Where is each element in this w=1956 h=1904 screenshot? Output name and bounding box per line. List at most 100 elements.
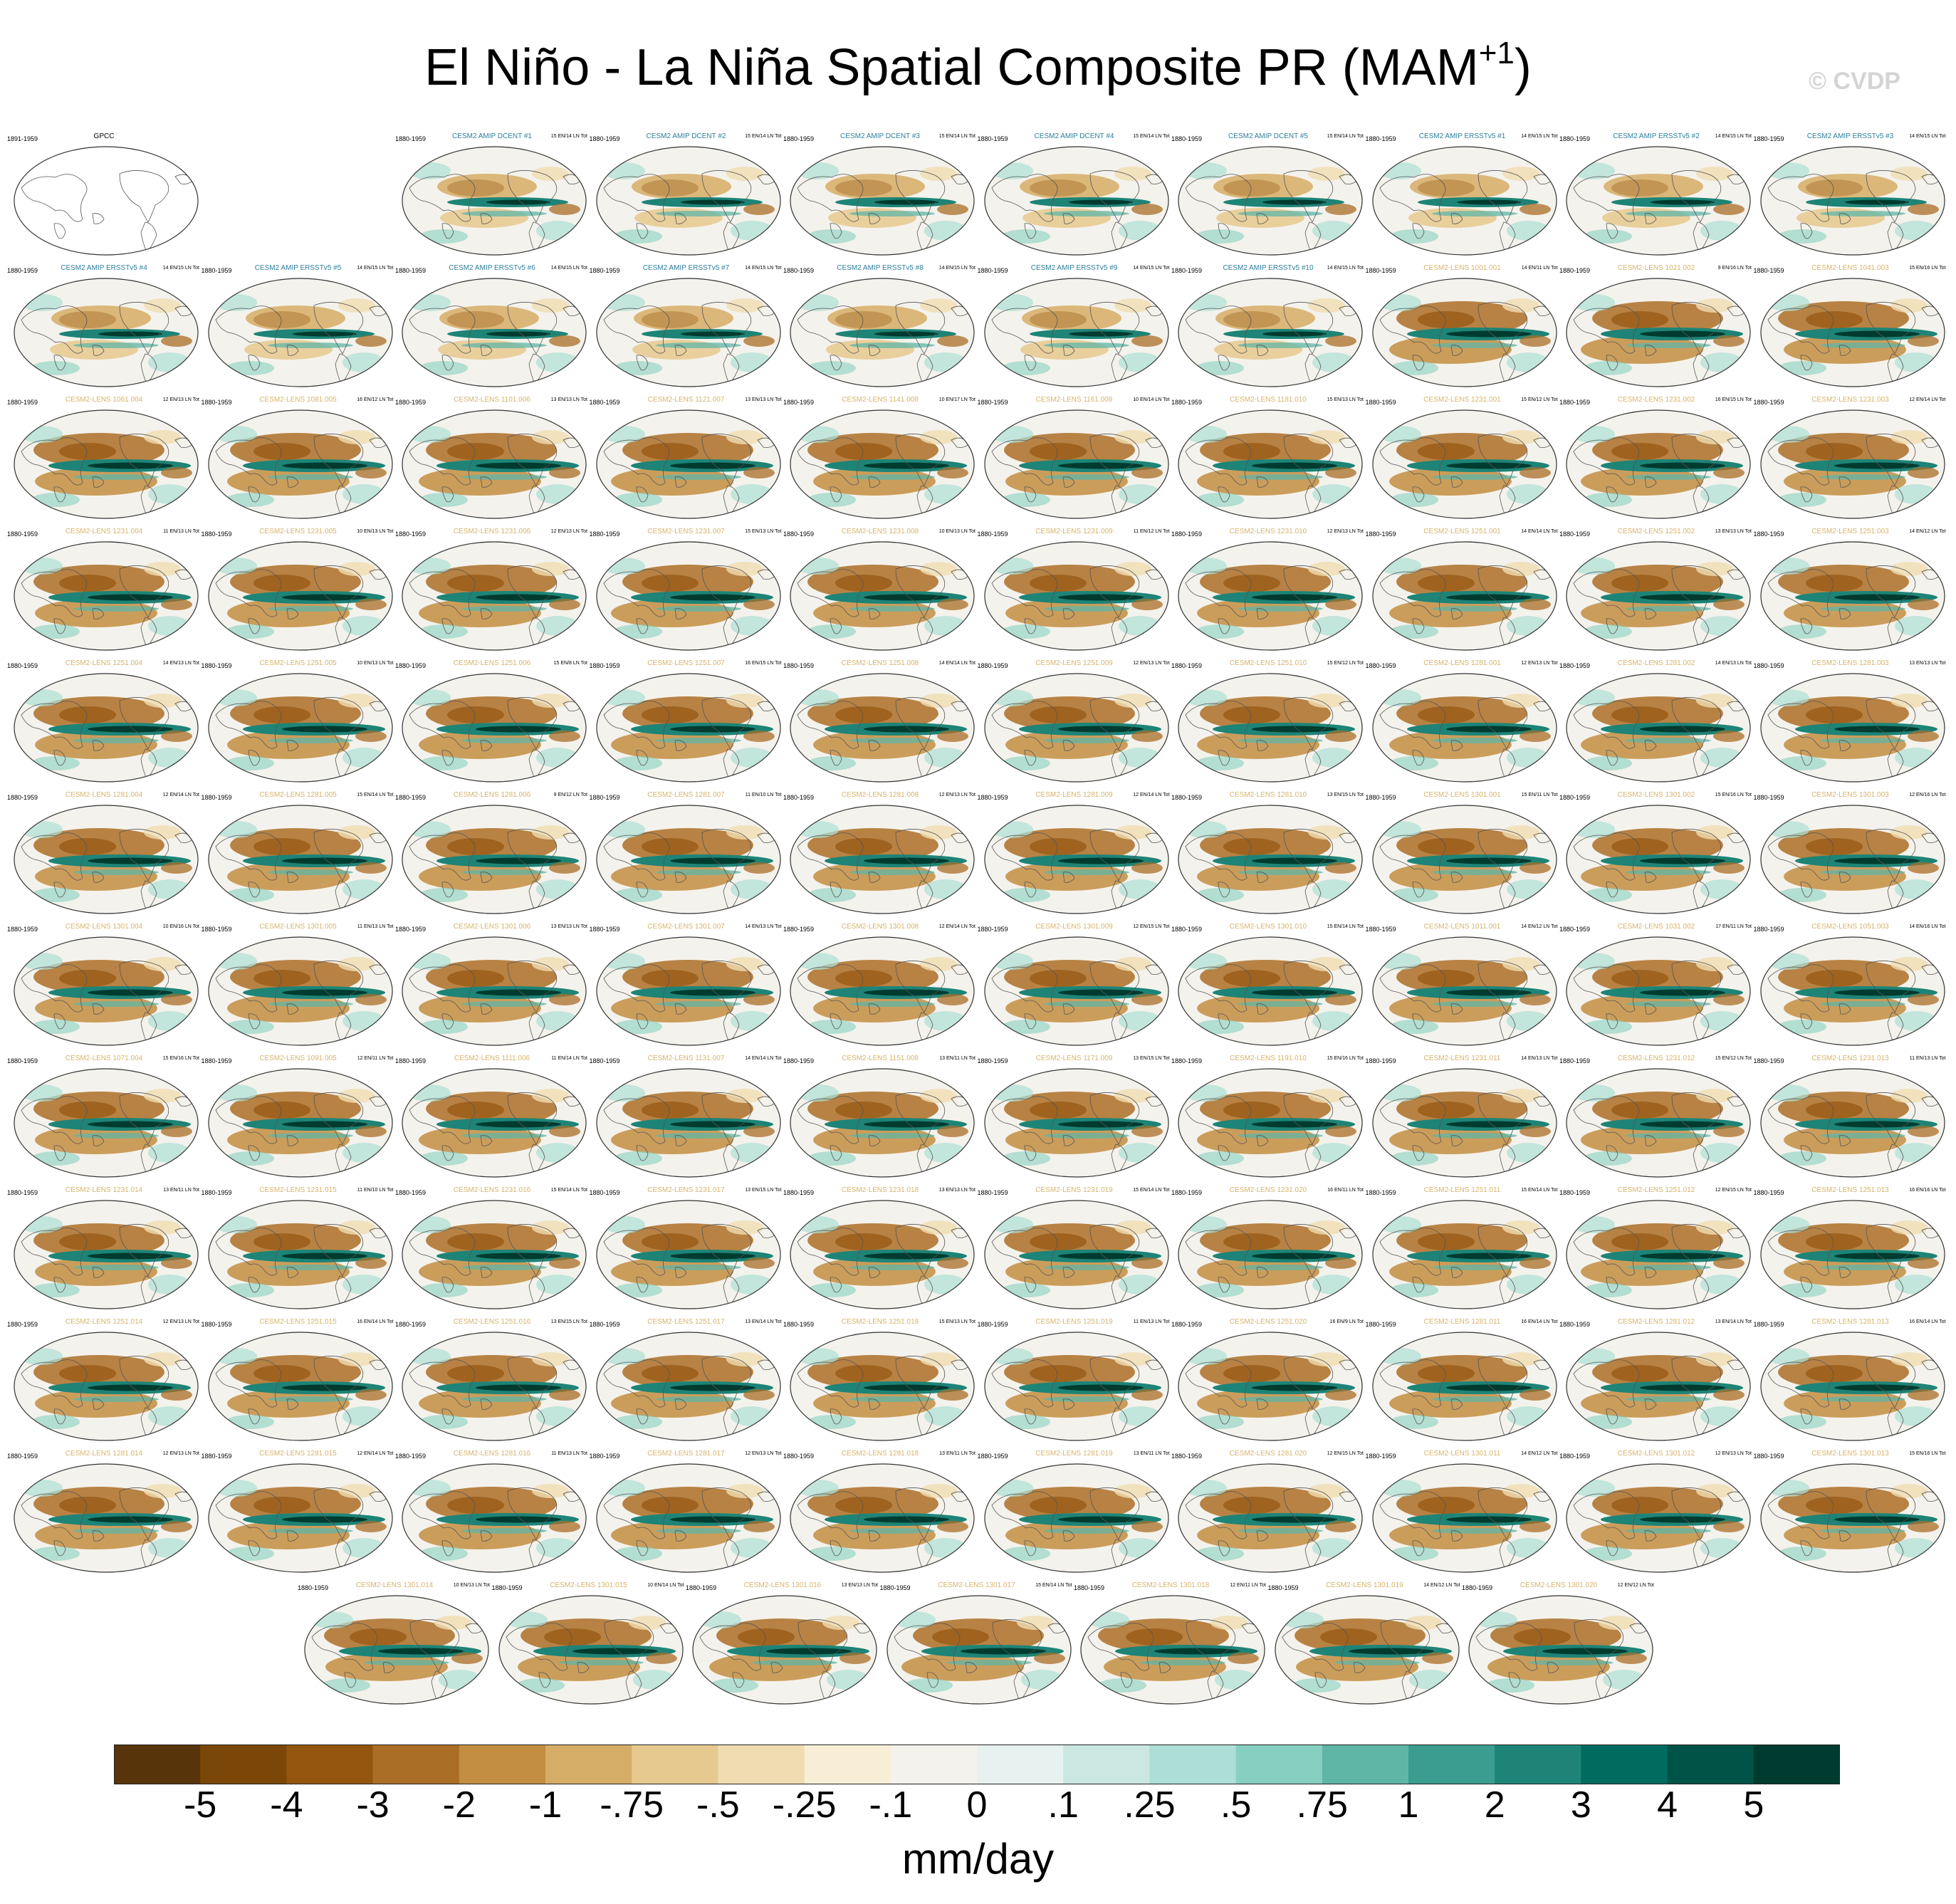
coastline [603, 832, 669, 881]
coastline [1866, 829, 1915, 882]
coastline [916, 1407, 933, 1438]
map-outline [1566, 409, 1751, 519]
panel-period: 1880-1959 [1365, 926, 1396, 933]
panel-title: CESM2-LENS 1251.004 [65, 659, 143, 667]
panel-title: CESM2-LENS 1051.003 [1811, 923, 1889, 931]
dry-anomaly-patch [1114, 694, 1151, 708]
wet-equatorial-core [1252, 857, 1337, 864]
panel-title: CESM2-LENS 1091.005 [259, 1055, 337, 1062]
map-panel: 1880-1959 CESM2-LENS 1281.017 12 EN/13 LN … [590, 1450, 783, 1575]
coastline [723, 748, 739, 780]
panel-period: 1880-1959 [1753, 1321, 1784, 1328]
coastline [797, 1096, 864, 1144]
wet-equatorial-core [281, 1252, 367, 1260]
map-outline [790, 146, 975, 256]
panel-period: 1880-1959 [1171, 267, 1203, 274]
wet-spcz [1819, 211, 1905, 216]
map-outline [1566, 1200, 1751, 1309]
map-panel: 1880-1959 CESM2-LENS 1231.001 15 EN/12 LN … [1366, 396, 1559, 521]
panel-event-counts: 15 EN/12 LN Tot [1327, 661, 1364, 666]
dry-anomaly-atlantic [355, 467, 387, 478]
panel-event-counts: 13 EN/15 LN Tot [550, 1319, 587, 1324]
dry-anomaly-patch [338, 1484, 375, 1498]
map-panel: 1880-1959 CESM2-LENS 1301.011 14 EN/12 LN … [1366, 1450, 1559, 1575]
dry-anomaly-south [35, 599, 157, 627]
wet-equatorial-core [669, 989, 755, 996]
coastline [797, 1359, 864, 1408]
coastline [1800, 1408, 1812, 1425]
coastline [1839, 608, 1851, 619]
coastline [1606, 486, 1618, 503]
wet-spcz [267, 1133, 353, 1139]
dry-anomaly-atlantic [549, 335, 580, 347]
coastline [1866, 697, 1915, 750]
map-field [208, 1332, 392, 1440]
coastline [1024, 882, 1036, 898]
coastline [1800, 1540, 1812, 1557]
wet-equatorial-core [281, 726, 367, 733]
map-outline [402, 541, 587, 651]
panel-event-counts: 12 EN/13 LN Tot [550, 529, 587, 534]
map-field [1372, 805, 1557, 914]
coastline [577, 1662, 589, 1673]
coastline [507, 1092, 558, 1145]
map-outline [14, 1200, 199, 1309]
panel-period: 1880-1959 [879, 1584, 911, 1591]
wet-anomaly-patch [148, 1143, 191, 1163]
wet-equatorial-core [1834, 1516, 1920, 1523]
map-panel: 1880-1959 CESM2-LENS 1231.017 13 EN/15 LN … [590, 1186, 783, 1312]
coastline [701, 1224, 751, 1277]
coastline [1412, 882, 1424, 898]
coastline [409, 569, 476, 617]
panel-title: CESM2-LENS 1251.011 [1423, 1186, 1501, 1194]
panel-map [1566, 146, 1751, 256]
dry-anomaly-patch [1502, 298, 1539, 313]
map-field [402, 1332, 586, 1440]
wet-spcz [267, 1265, 353, 1270]
wet-spcz [1043, 738, 1129, 743]
coastline [1606, 618, 1618, 634]
panel-map [983, 1068, 1169, 1178]
map-panel: 1880-1959 CESM2 AMIP DCENT #2 15 EN/14 LN … [590, 132, 783, 258]
map-panel: 1880-1959 CESM2-LENS 1231.018 13 EN/13 LN … [783, 1186, 977, 1312]
coastline [1800, 486, 1812, 503]
map-outline [14, 541, 199, 651]
map-panel: 1880-1959 CESM2-LENS 1281.001 12 EN/13 LN … [1366, 659, 1559, 785]
coastline [119, 434, 169, 486]
dry-anomaly-atlantic [1131, 467, 1163, 478]
wet-spcz [1238, 1396, 1323, 1402]
panel-title: CESM2-LENS 1231.009 [1035, 528, 1113, 535]
map-panel: 1880-1959 CESM2-LENS 1251.018 15 EN/13 LN … [783, 1318, 977, 1443]
panel-map [595, 936, 781, 1046]
map-panel: 1880-1959 CESM2-LENS 1231.016 15 EN/14 LN … [395, 1186, 589, 1312]
panel-map [595, 673, 781, 783]
panel-map [498, 1595, 684, 1705]
coastline [1839, 476, 1851, 488]
dry-anomaly-patch [1696, 825, 1733, 839]
coastline [21, 701, 88, 749]
colorbar-tick-label: -.1 [869, 1784, 913, 1826]
dry-anomaly-atlantic [355, 862, 387, 874]
coastline [1283, 961, 1334, 1013]
panel-period: 1880-1959 [1753, 399, 1784, 406]
map-outline [595, 805, 781, 914]
wet-equatorial-core [864, 1516, 949, 1523]
panel-period: 1880-1959 [1074, 1584, 1105, 1591]
dry-core [641, 1497, 699, 1514]
panel-event-counts: 12 EN/13 LN Tot [162, 397, 199, 402]
dry-anomaly-atlantic [549, 1126, 580, 1137]
coastline [1283, 1092, 1334, 1145]
panel-map [1371, 278, 1557, 387]
wet-spcz [1238, 1133, 1323, 1139]
coastline [991, 569, 1057, 617]
coastline [868, 1003, 881, 1015]
wet-equatorial-core [1252, 462, 1337, 469]
panel-map [1759, 541, 1945, 651]
panel-period: 1880-1959 [1753, 267, 1784, 274]
wet-equatorial-core [98, 331, 162, 337]
panel-period: 1880-1959 [1753, 662, 1784, 669]
map-outline [207, 673, 393, 783]
wet-equatorial-core [669, 726, 755, 733]
panel-event-counts: 13 EN/13 LN Tot [938, 1188, 976, 1193]
coastline [674, 740, 686, 751]
